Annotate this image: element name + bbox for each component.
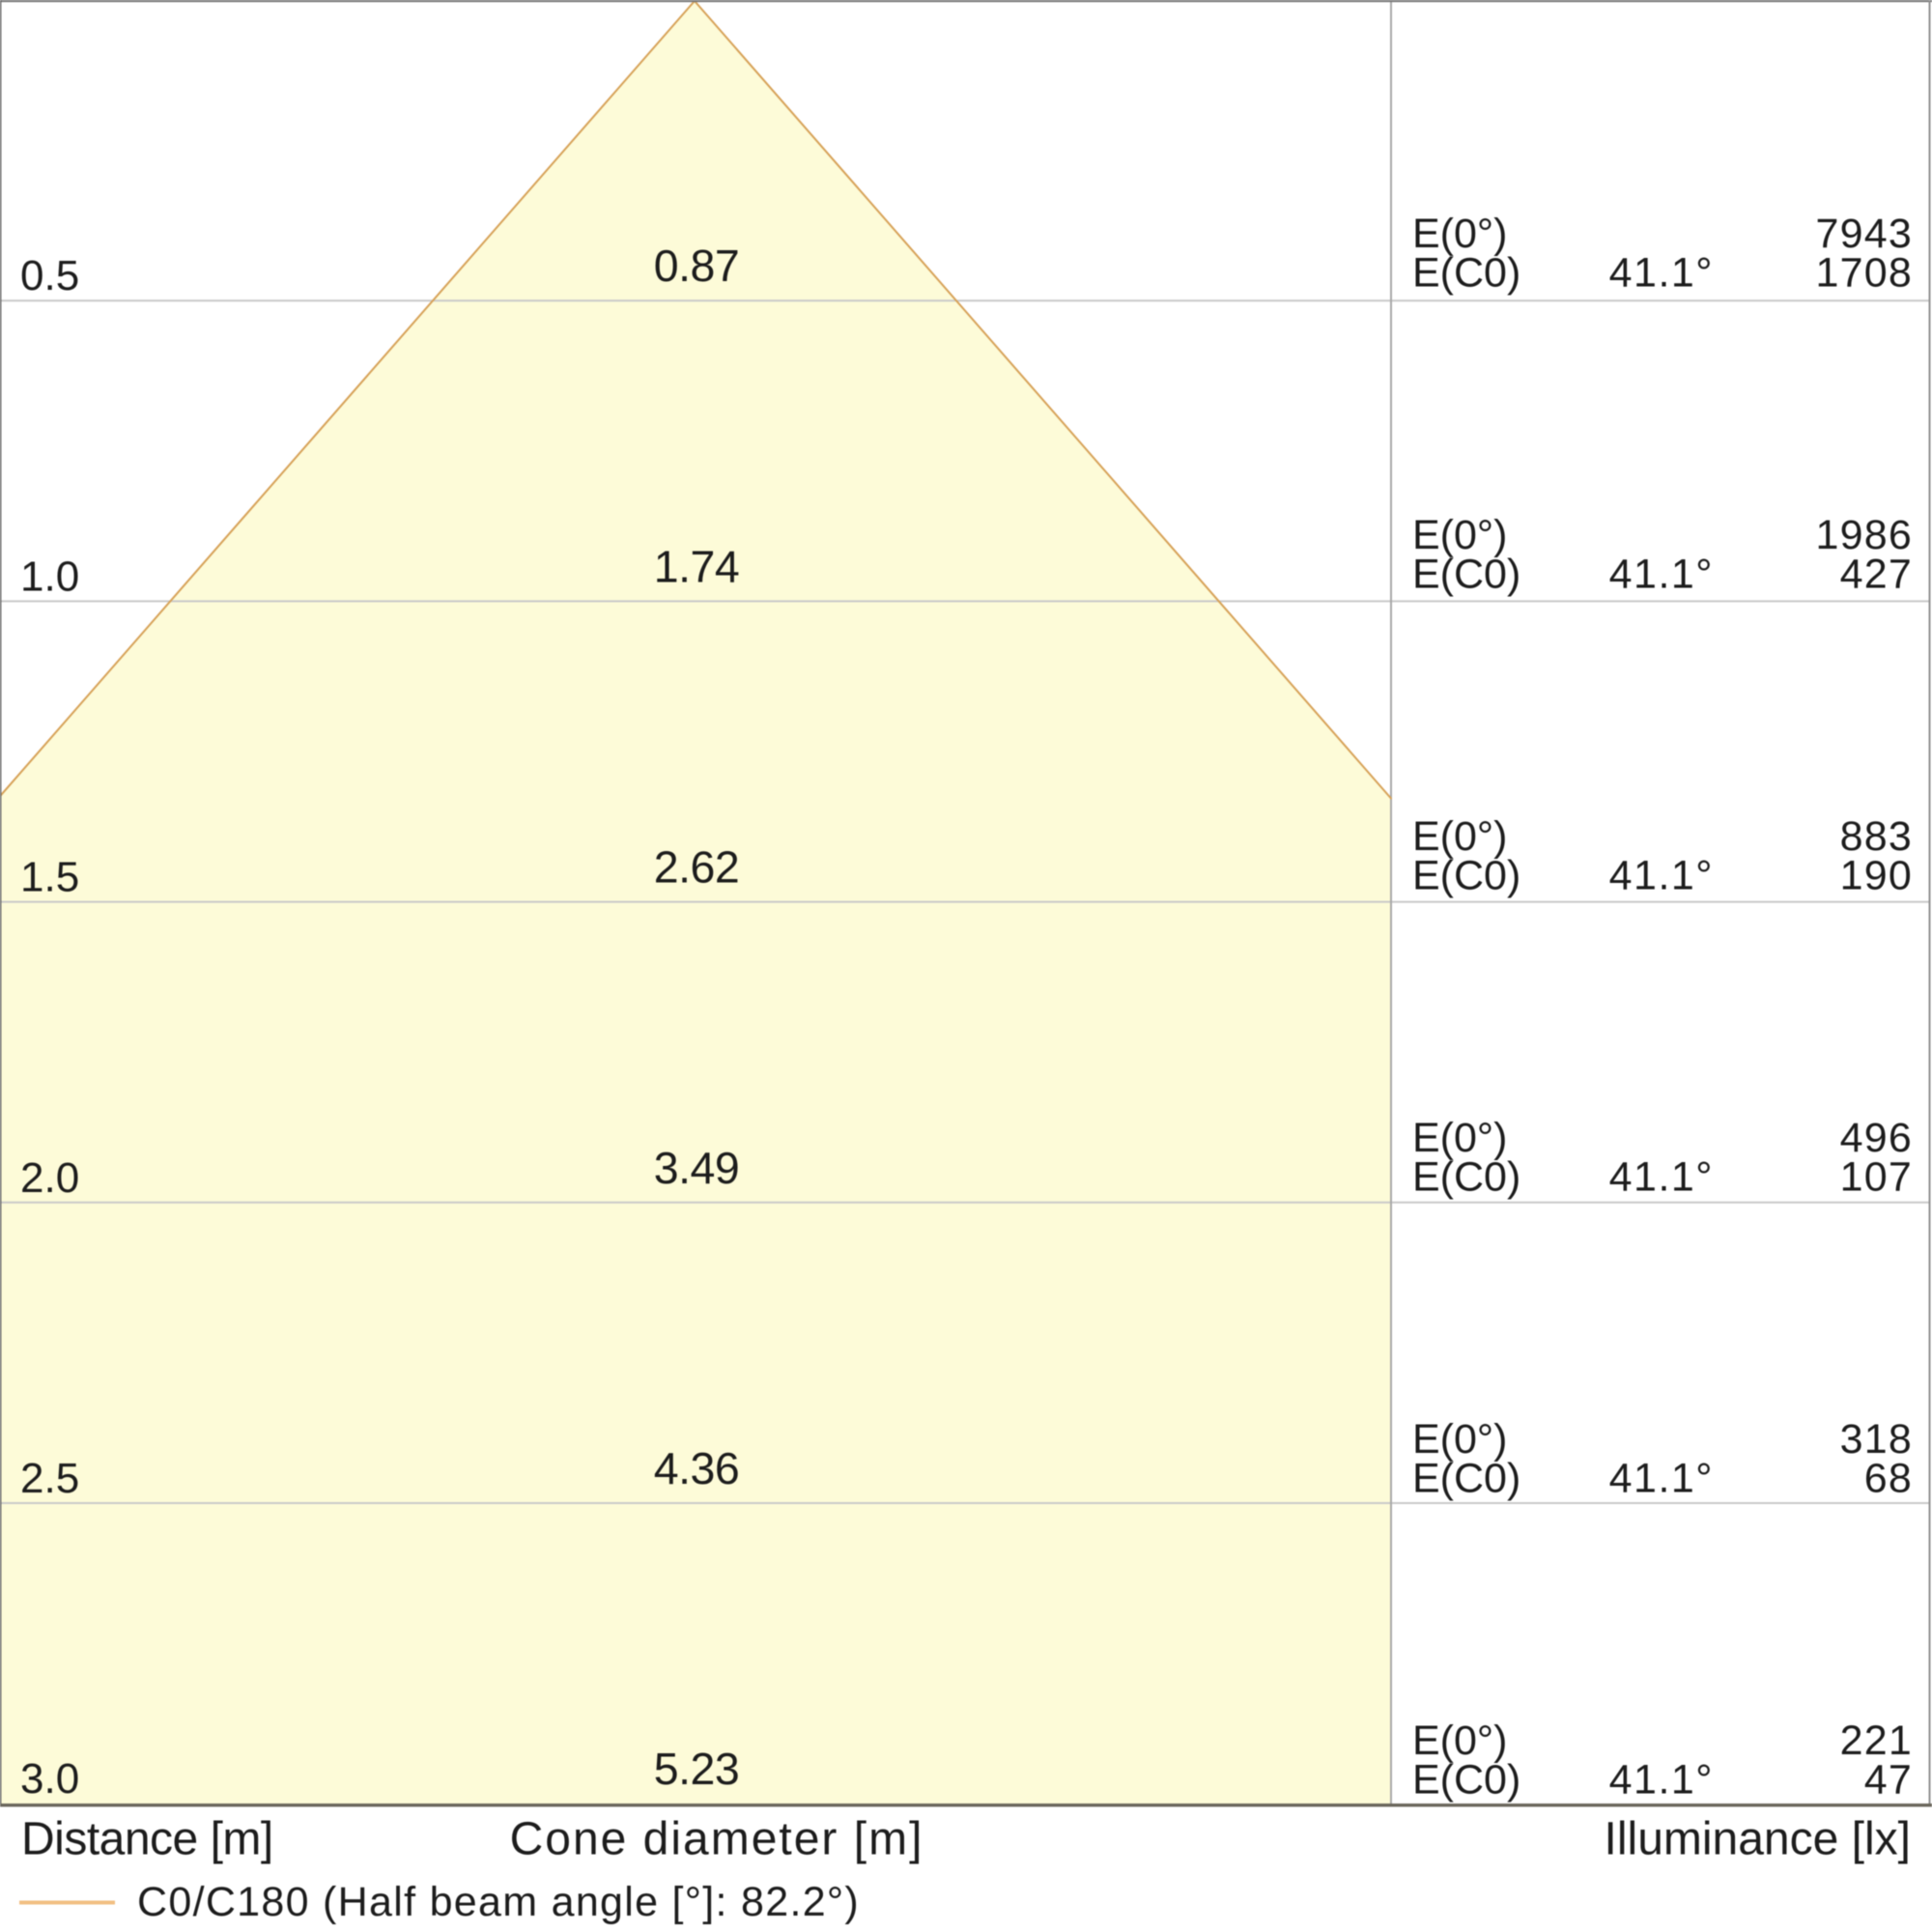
svg-text:7943: 7943 (1816, 211, 1913, 257)
svg-text:2.5: 2.5 (20, 1455, 79, 1502)
svg-text:41.1°: 41.1° (1609, 250, 1714, 297)
svg-text:190: 190 (1840, 853, 1913, 899)
svg-text:E(C0): E(C0) (1412, 1757, 1520, 1804)
svg-text:E(C0): E(C0) (1412, 853, 1520, 899)
svg-text:C0/C180 (Half beam angle [°]:: C0/C180 (Half beam angle [°]: 82.2°) (137, 1879, 860, 1925)
svg-text:E(C0): E(C0) (1412, 1456, 1520, 1502)
svg-text:41.1°: 41.1° (1609, 552, 1714, 598)
svg-text:E(0°): E(0°) (1412, 1416, 1507, 1463)
svg-text:1.74: 1.74 (654, 541, 740, 591)
svg-text:41.1°: 41.1° (1609, 1456, 1714, 1502)
svg-text:496: 496 (1840, 1115, 1913, 1161)
svg-text:41.1°: 41.1° (1609, 853, 1714, 899)
svg-text:E(0°): E(0°) (1412, 813, 1507, 860)
svg-text:2.0: 2.0 (20, 1154, 79, 1202)
svg-text:427: 427 (1840, 552, 1913, 598)
svg-text:5.23: 5.23 (654, 1744, 740, 1794)
svg-text:0.87: 0.87 (654, 241, 740, 291)
svg-text:0.5: 0.5 (20, 252, 79, 299)
svg-text:41.1°: 41.1° (1609, 1757, 1714, 1804)
svg-text:1986: 1986 (1816, 512, 1913, 558)
svg-text:1.5: 1.5 (20, 854, 79, 901)
svg-text:68: 68 (1864, 1456, 1913, 1502)
svg-text:47: 47 (1864, 1757, 1913, 1804)
svg-text:E(0°): E(0°) (1412, 512, 1507, 558)
svg-text:4.36: 4.36 (654, 1443, 740, 1493)
svg-text:E(0°): E(0°) (1412, 1718, 1507, 1764)
svg-text:221: 221 (1840, 1718, 1913, 1764)
svg-text:E(0°): E(0°) (1412, 211, 1507, 257)
svg-text:107: 107 (1840, 1154, 1913, 1201)
svg-text:1708: 1708 (1816, 250, 1913, 297)
svg-text:E(C0): E(C0) (1412, 552, 1520, 598)
svg-text:318: 318 (1840, 1416, 1913, 1463)
svg-text:Cone diameter [m]: Cone diameter [m] (510, 1814, 924, 1865)
svg-text:Distance [m]: Distance [m] (21, 1814, 273, 1865)
svg-text:3.49: 3.49 (654, 1143, 740, 1193)
svg-text:2.62: 2.62 (654, 842, 740, 893)
svg-text:1.0: 1.0 (20, 553, 79, 600)
svg-text:E(C0): E(C0) (1412, 1154, 1520, 1201)
svg-text:E(0°): E(0°) (1412, 1115, 1507, 1161)
svg-text:883: 883 (1840, 813, 1913, 860)
svg-text:Illuminance [lx]: Illuminance [lx] (1605, 1814, 1911, 1865)
svg-text:41.1°: 41.1° (1609, 1154, 1714, 1201)
svg-text:3.0: 3.0 (20, 1755, 79, 1803)
svg-text:E(C0): E(C0) (1412, 250, 1520, 297)
